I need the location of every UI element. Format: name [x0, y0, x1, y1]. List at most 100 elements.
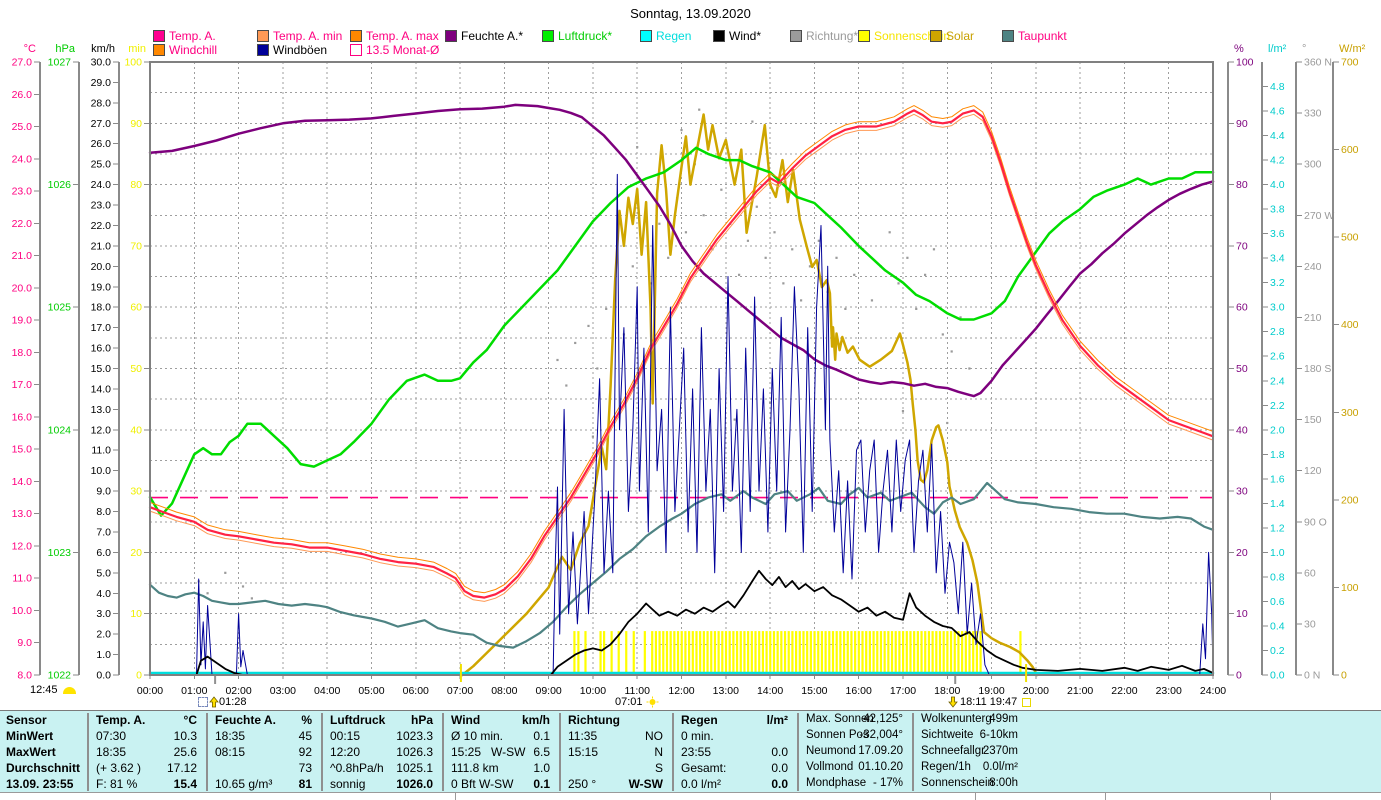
direction-dot	[901, 409, 905, 413]
table-value-label: 07:30	[96, 729, 127, 743]
direction-dot	[746, 239, 750, 242]
axis-label-kmh: 30.0	[91, 57, 112, 69]
axis-unit-pct: %	[1234, 43, 1244, 55]
axis-label-tempC: 22.0	[12, 218, 33, 230]
sunshine-bar	[872, 631, 875, 674]
solar-swatch-icon	[930, 30, 942, 42]
axis-label-tempC: 21.0	[12, 250, 33, 262]
axis-label-kmh: 10.0	[91, 465, 112, 477]
table-value: 1.0	[533, 761, 550, 775]
axis-label-deg: 60	[1304, 567, 1316, 579]
table-value: 6-10km	[979, 729, 1018, 741]
direction-dot	[946, 421, 949, 425]
axis-label-kmh: 16.0	[91, 343, 112, 355]
table-col-header: Max. Sonnen	[806, 713, 874, 725]
series-temp-min-line	[149, 113, 1214, 602]
sunshine-bar	[761, 631, 764, 674]
sunshine-bar	[680, 631, 683, 674]
sunshine-bar	[758, 631, 761, 674]
sunshine-bar	[669, 631, 672, 674]
axis-label-wm2: 400	[1341, 319, 1359, 331]
x-axis-label: 11:00	[624, 685, 650, 697]
table-value: 2370m	[982, 745, 1018, 757]
axis-label-tempC: 27.0	[12, 57, 33, 69]
axis-label-deg: 240	[1304, 261, 1322, 273]
table-row-label: MaxWert	[6, 745, 56, 759]
sunshine-bar	[913, 631, 916, 674]
axis-label-kmh: 6.0	[96, 547, 111, 559]
table-value: S	[654, 761, 663, 775]
table-value: 92	[298, 745, 312, 759]
direction-dot	[906, 256, 909, 259]
sunshine-bar	[831, 631, 835, 674]
table-value: 6.5	[533, 745, 550, 759]
axis-label-hpa: 1023	[48, 547, 72, 559]
direction-dot	[817, 239, 820, 242]
table-col-header: Wolkenunterg	[921, 713, 992, 725]
table-divider	[87, 713, 89, 791]
direction-dot	[737, 273, 741, 276]
table-value-label: Neumond	[806, 745, 856, 757]
legend-label: Wind*	[729, 29, 762, 43]
series-wind-line	[149, 569, 1214, 676]
table-value-label: 15:25 W-SW	[451, 745, 526, 759]
table-divider	[797, 713, 799, 791]
legend-item-windchill: Windchill	[153, 44, 217, 56]
axis-unit-kmh: km/h	[91, 43, 115, 55]
sunshine-bar	[968, 631, 971, 674]
table-divider	[442, 713, 444, 791]
sunshine-bar	[691, 631, 694, 674]
legend-item-monatsmittel: 13.5 Monat-Ø	[350, 44, 439, 56]
table-row-label: 13.09. 23:55	[6, 777, 74, 791]
sun-down-arrow-icon	[948, 696, 958, 708]
direction-dot	[924, 273, 927, 276]
legend-item-temp-a-max: Temp. A. max	[350, 30, 439, 42]
sunrise-time: 07:01	[615, 696, 643, 708]
x-axis-label: 07:00	[447, 685, 473, 697]
table-value: 73	[298, 761, 312, 775]
direction-dot	[250, 597, 253, 600]
sunshine-bar	[887, 631, 890, 674]
temp-a-min-swatch-icon	[257, 30, 269, 42]
moon-event-time: 01:28	[219, 696, 247, 708]
axis-label-kmh: 29.0	[91, 77, 112, 89]
table-value-label: 12:20	[330, 745, 361, 759]
sunshine-bar	[772, 631, 776, 674]
direction-dot	[782, 282, 785, 285]
axis-label-tempC: 11.0	[12, 573, 32, 585]
axis-label-kmh: 8.0	[96, 506, 111, 518]
sunshine-bar	[924, 631, 927, 674]
axis-label-kmh: 19.0	[91, 281, 112, 293]
table-col-header: Luftdruck	[330, 713, 386, 727]
sunshine-bar	[776, 631, 779, 674]
sunshine-bar	[724, 631, 728, 674]
sunshine-bar	[688, 631, 691, 674]
axis-label-tempC: 16.0	[12, 411, 33, 423]
sunshine-bar	[894, 631, 897, 674]
sunshine-bar	[905, 631, 908, 674]
direction-dot	[667, 256, 670, 259]
direction-dot	[791, 248, 794, 251]
axis-label-kmh: 18.0	[91, 302, 112, 314]
table-value-label: Schneefallgr	[921, 745, 985, 757]
sunshine-bar	[750, 631, 753, 674]
axis-label-deg: 300	[1304, 159, 1322, 171]
axis-label-kmh: 12.0	[91, 424, 112, 436]
axis-unit-tempC: °C	[24, 43, 36, 55]
x-axis-label: 05:00	[358, 685, 384, 697]
axis-label-lm2: 2.8	[1270, 326, 1285, 338]
series-temp-max-line	[149, 105, 1214, 594]
table-value: 25.6	[173, 745, 197, 759]
axis-label-wm2: 0	[1341, 670, 1347, 682]
direction-dot	[853, 273, 856, 276]
table-divider	[672, 713, 674, 791]
direction-dot	[658, 222, 661, 225]
sunshine-bar	[813, 631, 816, 674]
axis-unit-deg: °	[1302, 43, 1306, 55]
axis-label-wm2: 100	[1341, 582, 1359, 594]
axis-label-lm2: 1.2	[1270, 522, 1285, 534]
table-value: 17.09.20	[858, 745, 903, 757]
table-value-label: 00:15	[330, 729, 361, 743]
axis-label-min: 0	[136, 670, 142, 682]
